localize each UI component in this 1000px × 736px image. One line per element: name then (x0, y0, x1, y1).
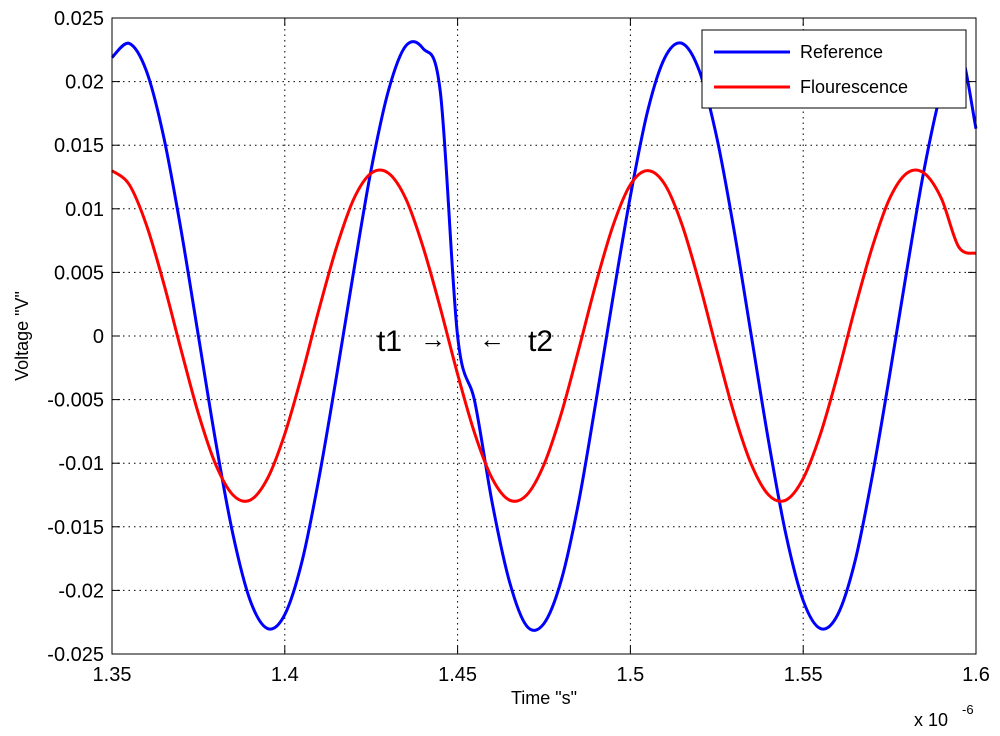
series-lines (110, 40, 978, 632)
x-tick-label: 1.5 (616, 664, 644, 686)
y-tick-label: 0.025 (54, 8, 104, 30)
y-tick-label: 0 (93, 326, 104, 348)
y-axis-label: Voltage "V" (12, 291, 32, 381)
annotations: t1 → ← t2 (377, 324, 553, 358)
x-multiplier: x 10 -6 (914, 702, 974, 730)
y-tick-label: -0.005 (47, 390, 104, 412)
annotation-t2-arrow: ← (479, 324, 505, 354)
legend-label-reference: Reference (800, 42, 883, 62)
y-tick-label: 0.005 (54, 262, 104, 284)
y-tick-label: -0.015 (47, 517, 104, 539)
annotation-t1-label: t1 (377, 325, 402, 358)
y-tick-label: 0.015 (54, 135, 104, 157)
legend: Reference Flourescence (701, 29, 967, 109)
x-tick-label: 1.35 (93, 664, 132, 686)
y-tick-label: 0.01 (65, 199, 104, 221)
x-tick-label: 1.45 (438, 664, 477, 686)
annotation-t2-label: t2 (528, 325, 553, 358)
x-multiplier-base: x 10 (914, 710, 948, 730)
y-tick-label: -0.025 (47, 644, 104, 666)
series-line-reference (110, 40, 978, 632)
y-tick-label: 0.02 (65, 72, 104, 94)
legend-box (701, 29, 967, 109)
grid-lines (112, 18, 976, 654)
series-line-flourescence (111, 168, 977, 503)
x-multiplier-exponent: -6 (962, 702, 974, 717)
y-tick-label: -0.01 (58, 453, 104, 475)
x-axis-label: Time "s" (511, 688, 577, 708)
y-tick-label: -0.02 (58, 580, 104, 602)
legend-label-flourescence: Flourescence (800, 77, 908, 97)
axis-ticks: 1.35 1.4 1.45 1.5 1.55 1.6 0.025 0.02 0.015 0.01 0… (47, 8, 990, 686)
x-tick-label: 1.6 (962, 664, 990, 686)
annotation-t1-arrow: → (420, 324, 446, 354)
x-tick-label: 1.4 (271, 664, 299, 686)
x-tick-label: 1.55 (784, 664, 823, 686)
